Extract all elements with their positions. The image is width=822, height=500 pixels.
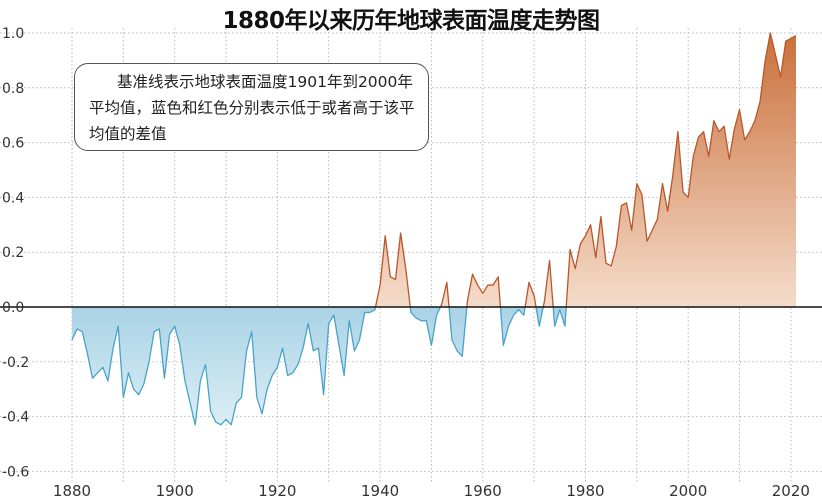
area-fills bbox=[72, 33, 796, 425]
y-tick-label: 0.6 bbox=[2, 136, 24, 152]
y-tick-label: -0.6 bbox=[2, 464, 29, 480]
x-tick-label: 1940 bbox=[361, 482, 399, 500]
x-tick-label: 1960 bbox=[464, 482, 502, 500]
x-tick-label: 1900 bbox=[156, 482, 194, 500]
x-tick-label: 1980 bbox=[566, 482, 604, 500]
series-lines bbox=[71, 32, 797, 426]
x-tick-label: 1920 bbox=[258, 482, 296, 500]
series-line-below bbox=[71, 307, 567, 426]
y-tick-label: 0.2 bbox=[2, 245, 24, 261]
x-tick-label: 2000 bbox=[669, 482, 707, 500]
annotation-box: 基准线表示地球表面温度1901年到2000年平均值，蓝色和红色分别表示低于或者高… bbox=[74, 63, 429, 151]
y-tick-label: -0.4 bbox=[2, 410, 29, 426]
x-tick-label: 2020 bbox=[772, 482, 810, 500]
area-below-average bbox=[72, 307, 567, 425]
y-axis: 1.0 0.8 0.6 0.4 0.2 0.0 -0.2 -0.4 -0.6 bbox=[2, 26, 29, 480]
x-tick-label: 1880 bbox=[53, 482, 91, 500]
area-above-average bbox=[72, 33, 796, 308]
y-tick-label: -0.2 bbox=[2, 355, 29, 371]
series-line-above bbox=[374, 32, 797, 308]
chart-title: 1880年以来历年地球表面温度走势图 bbox=[222, 8, 600, 34]
y-tick-label: 0.4 bbox=[2, 190, 24, 206]
y-tick-label: 0.0 bbox=[2, 300, 24, 316]
y-tick-label: 1.0 bbox=[2, 26, 24, 42]
x-axis: 1880 1900 1920 1940 1960 1980 2000 2020 bbox=[53, 482, 810, 500]
y-tick-label: 0.8 bbox=[2, 81, 24, 97]
